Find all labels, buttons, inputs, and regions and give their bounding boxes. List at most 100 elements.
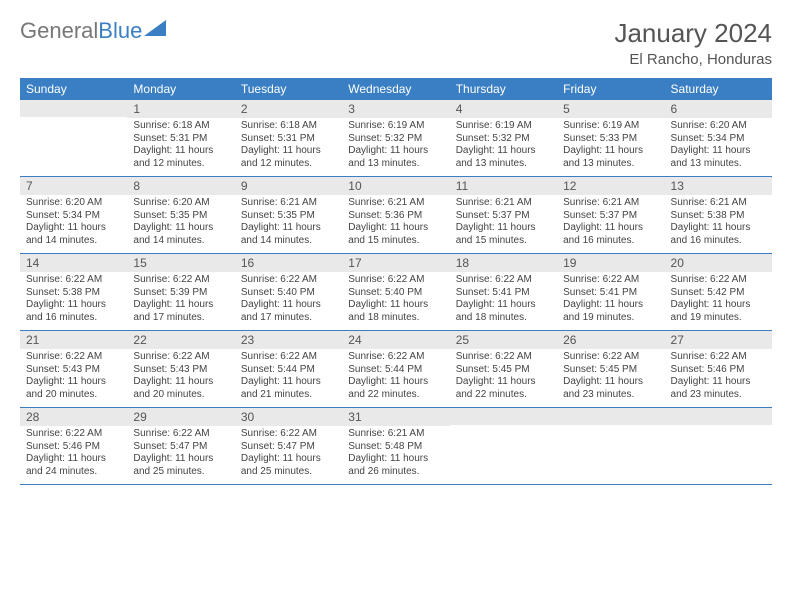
day-body: Sunrise: 6:19 AMSunset: 5:32 PMDaylight:… bbox=[450, 118, 557, 176]
day-line-dl2: and 25 minutes. bbox=[133, 466, 228, 479]
day-number: 6 bbox=[665, 100, 772, 118]
day-line-dl1: Daylight: 11 hours bbox=[348, 145, 443, 158]
day-line-dl2: and 23 minutes. bbox=[563, 389, 658, 402]
calendar-cell: 31Sunrise: 6:21 AMSunset: 5:48 PMDayligh… bbox=[342, 408, 449, 485]
day-line-dl1: Daylight: 11 hours bbox=[133, 299, 228, 312]
day-line-dl1: Daylight: 11 hours bbox=[133, 453, 228, 466]
day-line-dl2: and 20 minutes. bbox=[133, 389, 228, 402]
day-header: Tuesday bbox=[235, 78, 342, 100]
day-number: 29 bbox=[127, 408, 234, 426]
day-header: Wednesday bbox=[342, 78, 449, 100]
day-line-sunrise: Sunrise: 6:22 AM bbox=[348, 351, 443, 364]
calendar-cell: 22Sunrise: 6:22 AMSunset: 5:43 PMDayligh… bbox=[127, 331, 234, 408]
day-number: 14 bbox=[20, 254, 127, 272]
day-body bbox=[665, 425, 772, 483]
day-line-dl1: Daylight: 11 hours bbox=[26, 376, 121, 389]
calendar-table: SundayMondayTuesdayWednesdayThursdayFrid… bbox=[20, 78, 772, 485]
day-line-sunset: Sunset: 5:40 PM bbox=[348, 287, 443, 300]
day-line-sunset: Sunset: 5:42 PM bbox=[671, 287, 766, 300]
day-body: Sunrise: 6:21 AMSunset: 5:38 PMDaylight:… bbox=[665, 195, 772, 253]
day-line-dl2: and 13 minutes. bbox=[348, 158, 443, 171]
day-line-sunrise: Sunrise: 6:22 AM bbox=[456, 351, 551, 364]
day-number: 7 bbox=[20, 177, 127, 195]
location-subtitle: El Rancho, Honduras bbox=[614, 51, 772, 68]
day-line-dl2: and 20 minutes. bbox=[26, 389, 121, 402]
day-header: Friday bbox=[557, 78, 664, 100]
day-line-sunrise: Sunrise: 6:21 AM bbox=[671, 197, 766, 210]
day-line-sunset: Sunset: 5:40 PM bbox=[241, 287, 336, 300]
day-body bbox=[450, 425, 557, 483]
calendar-cell: 16Sunrise: 6:22 AMSunset: 5:40 PMDayligh… bbox=[235, 254, 342, 331]
day-line-dl2: and 26 minutes. bbox=[348, 466, 443, 479]
calendar-cell: 9Sunrise: 6:21 AMSunset: 5:35 PMDaylight… bbox=[235, 177, 342, 254]
day-line-dl2: and 25 minutes. bbox=[241, 466, 336, 479]
day-line-sunset: Sunset: 5:43 PM bbox=[133, 364, 228, 377]
calendar-cell: 24Sunrise: 6:22 AMSunset: 5:44 PMDayligh… bbox=[342, 331, 449, 408]
day-line-dl1: Daylight: 11 hours bbox=[456, 376, 551, 389]
day-body bbox=[557, 425, 664, 483]
day-line-dl1: Daylight: 11 hours bbox=[348, 453, 443, 466]
day-line-sunrise: Sunrise: 6:22 AM bbox=[133, 274, 228, 287]
day-line-sunset: Sunset: 5:36 PM bbox=[348, 210, 443, 223]
day-line-sunset: Sunset: 5:31 PM bbox=[241, 133, 336, 146]
day-line-sunset: Sunset: 5:37 PM bbox=[456, 210, 551, 223]
day-body: Sunrise: 6:22 AMSunset: 5:40 PMDaylight:… bbox=[235, 272, 342, 330]
calendar-cell: 10Sunrise: 6:21 AMSunset: 5:36 PMDayligh… bbox=[342, 177, 449, 254]
day-body: Sunrise: 6:21 AMSunset: 5:35 PMDaylight:… bbox=[235, 195, 342, 253]
day-line-dl1: Daylight: 11 hours bbox=[133, 222, 228, 235]
calendar-cell: 4Sunrise: 6:19 AMSunset: 5:32 PMDaylight… bbox=[450, 100, 557, 177]
day-number: 5 bbox=[557, 100, 664, 118]
calendar-cell: 23Sunrise: 6:22 AMSunset: 5:44 PMDayligh… bbox=[235, 331, 342, 408]
page-title: January 2024 bbox=[614, 18, 772, 49]
day-body: Sunrise: 6:22 AMSunset: 5:45 PMDaylight:… bbox=[557, 349, 664, 407]
day-body: Sunrise: 6:22 AMSunset: 5:47 PMDaylight:… bbox=[235, 426, 342, 484]
day-line-sunset: Sunset: 5:44 PM bbox=[241, 364, 336, 377]
day-body: Sunrise: 6:22 AMSunset: 5:46 PMDaylight:… bbox=[20, 426, 127, 484]
day-line-sunset: Sunset: 5:47 PM bbox=[133, 441, 228, 454]
day-line-dl1: Daylight: 11 hours bbox=[348, 299, 443, 312]
day-body: Sunrise: 6:22 AMSunset: 5:43 PMDaylight:… bbox=[20, 349, 127, 407]
day-number: 15 bbox=[127, 254, 234, 272]
day-number: 27 bbox=[665, 331, 772, 349]
day-number: 3 bbox=[342, 100, 449, 118]
day-number: 25 bbox=[450, 331, 557, 349]
day-line-sunset: Sunset: 5:38 PM bbox=[26, 287, 121, 300]
day-line-dl1: Daylight: 11 hours bbox=[563, 376, 658, 389]
day-body: Sunrise: 6:20 AMSunset: 5:34 PMDaylight:… bbox=[20, 195, 127, 253]
day-line-dl1: Daylight: 11 hours bbox=[348, 222, 443, 235]
logo-triangle-icon bbox=[144, 20, 166, 36]
day-line-sunset: Sunset: 5:31 PM bbox=[133, 133, 228, 146]
day-line-dl1: Daylight: 11 hours bbox=[671, 376, 766, 389]
day-line-sunrise: Sunrise: 6:22 AM bbox=[26, 351, 121, 364]
day-line-dl1: Daylight: 11 hours bbox=[456, 299, 551, 312]
day-line-dl2: and 19 minutes. bbox=[671, 312, 766, 325]
day-header: Saturday bbox=[665, 78, 772, 100]
day-body: Sunrise: 6:22 AMSunset: 5:42 PMDaylight:… bbox=[665, 272, 772, 330]
day-line-sunrise: Sunrise: 6:21 AM bbox=[563, 197, 658, 210]
day-line-sunrise: Sunrise: 6:22 AM bbox=[671, 274, 766, 287]
calendar-cell bbox=[450, 408, 557, 485]
calendar-cell: 20Sunrise: 6:22 AMSunset: 5:42 PMDayligh… bbox=[665, 254, 772, 331]
day-line-sunrise: Sunrise: 6:22 AM bbox=[241, 351, 336, 364]
day-line-sunset: Sunset: 5:45 PM bbox=[456, 364, 551, 377]
calendar-cell: 3Sunrise: 6:19 AMSunset: 5:32 PMDaylight… bbox=[342, 100, 449, 177]
calendar-cell: 1Sunrise: 6:18 AMSunset: 5:31 PMDaylight… bbox=[127, 100, 234, 177]
day-line-dl1: Daylight: 11 hours bbox=[348, 376, 443, 389]
day-body: Sunrise: 6:19 AMSunset: 5:33 PMDaylight:… bbox=[557, 118, 664, 176]
day-line-dl2: and 22 minutes. bbox=[456, 389, 551, 402]
day-line-dl1: Daylight: 11 hours bbox=[241, 299, 336, 312]
day-number bbox=[557, 408, 664, 425]
day-number: 12 bbox=[557, 177, 664, 195]
calendar-cell: 29Sunrise: 6:22 AMSunset: 5:47 PMDayligh… bbox=[127, 408, 234, 485]
day-line-dl2: and 14 minutes. bbox=[133, 235, 228, 248]
calendar-cell bbox=[20, 100, 127, 177]
day-number: 4 bbox=[450, 100, 557, 118]
day-line-sunrise: Sunrise: 6:22 AM bbox=[26, 274, 121, 287]
title-block: January 2024 El Rancho, Honduras bbox=[614, 18, 772, 68]
day-body: Sunrise: 6:22 AMSunset: 5:40 PMDaylight:… bbox=[342, 272, 449, 330]
day-line-sunset: Sunset: 5:34 PM bbox=[671, 133, 766, 146]
day-line-sunrise: Sunrise: 6:18 AM bbox=[133, 120, 228, 133]
day-line-dl1: Daylight: 11 hours bbox=[456, 222, 551, 235]
day-line-dl1: Daylight: 11 hours bbox=[241, 222, 336, 235]
day-body: Sunrise: 6:22 AMSunset: 5:44 PMDaylight:… bbox=[342, 349, 449, 407]
